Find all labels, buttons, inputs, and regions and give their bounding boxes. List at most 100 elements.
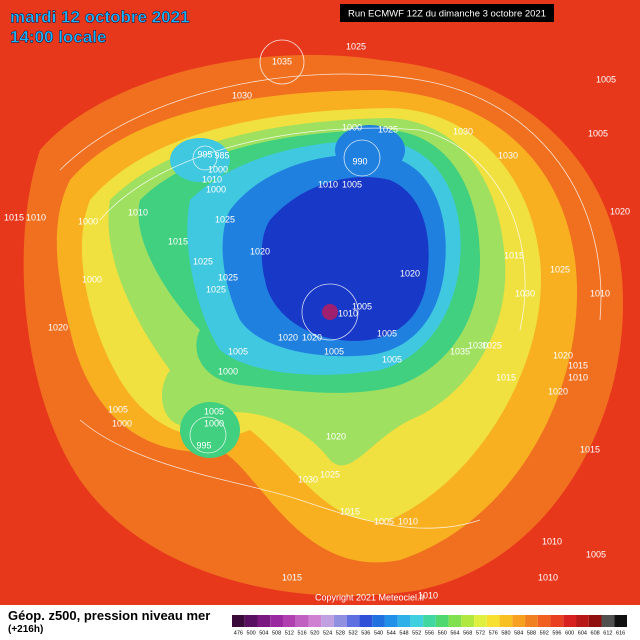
isobar-label: 1010: [418, 590, 438, 600]
isobar-label: 1030: [515, 288, 535, 298]
isobar-label: 1035: [450, 346, 470, 356]
isobar-label: 1000: [112, 418, 132, 428]
scale-label: 508: [272, 630, 281, 636]
isobar-label: 1025: [378, 124, 398, 134]
isobar-label: 1010: [590, 288, 610, 298]
scale-cell: [550, 615, 564, 627]
isobar-label: 995: [196, 440, 211, 450]
scale-label: 608: [591, 630, 600, 636]
zone-dark-blue: [261, 176, 429, 341]
scale-cell: [346, 615, 360, 627]
scale-label: 524: [323, 630, 332, 636]
scale-label: 476: [234, 630, 243, 636]
scale-label: 528: [336, 630, 345, 636]
isobar-label: 1010: [398, 516, 418, 526]
scale-label: 512: [285, 630, 294, 636]
low-blue: [335, 125, 405, 175]
scale-label: 504: [259, 630, 268, 636]
scale-label: 612: [603, 630, 612, 636]
isobar-label: 1020: [610, 206, 630, 216]
isobar-label: 1010: [202, 174, 222, 184]
scale-cell: [295, 615, 309, 627]
scale-label: 580: [501, 630, 510, 636]
isobar-label: 1005: [596, 74, 616, 84]
scale-cell: [244, 615, 258, 627]
scale-cell: [474, 615, 487, 627]
scale-label: 592: [540, 630, 549, 636]
scale-label: 544: [387, 630, 396, 636]
scale-label: 500: [247, 630, 256, 636]
isobar-label: 1005: [352, 301, 372, 311]
isobar-label: 1000: [82, 274, 102, 284]
isobar-label: 1020: [250, 246, 270, 256]
isobar-label: 1015: [504, 250, 524, 260]
isobar-label: 1010: [26, 212, 46, 222]
scale-cell: [397, 615, 411, 627]
isobar-label: 1030: [498, 150, 518, 160]
low-green: [180, 402, 240, 458]
scale-cell: [410, 615, 424, 627]
isobar-label: 1000: [342, 122, 362, 132]
isobar-label: 1005: [324, 346, 344, 356]
scale-cell: [308, 615, 322, 627]
scale-label: 604: [578, 630, 587, 636]
scale-cell: [423, 615, 436, 627]
isobar-label: 1015: [580, 444, 600, 454]
scale-cell: [537, 615, 551, 627]
scale-cell: [576, 615, 589, 627]
isobar-label: 1015: [4, 212, 24, 222]
low-cyan: [170, 138, 230, 182]
isobar-label: 1005: [228, 346, 248, 356]
date: mardi 12 octobre 2021: [10, 7, 190, 26]
scale-cell: [321, 615, 334, 627]
isobar-label: 1030: [453, 126, 473, 136]
isobar-label: 1020: [400, 268, 420, 278]
scale-cell: [588, 615, 602, 627]
isobar-label: 990: [352, 156, 367, 166]
scale-cell: [499, 615, 513, 627]
isobars: [59, 39, 602, 529]
scale-cell: [525, 615, 538, 627]
isobar-label: 1025: [193, 256, 213, 266]
scale-label: 616: [616, 630, 625, 636]
copyright: Copyright 2021 Meteociel.fr: [315, 592, 425, 602]
scale-label: 564: [450, 630, 459, 636]
scale-label: 568: [463, 630, 472, 636]
isobar-label: 1035: [272, 56, 292, 66]
scale-label: 576: [489, 630, 498, 636]
run-info: Run ECMWF 12Z du dimanche 3 octobre 2021: [348, 9, 546, 20]
isobar-label: 1020: [278, 332, 298, 342]
isobar-label: 1000: [204, 418, 224, 428]
isobar-label: 1025: [215, 214, 235, 224]
isobar-label: 1025: [206, 284, 226, 294]
isobar-label: 1000: [78, 216, 98, 226]
isobar-label: 1015: [340, 506, 360, 516]
scale-cell: [333, 615, 347, 627]
color-scale: 476 500 504 508 512 516 520 524 528 532 536 540 544 5…: [232, 615, 627, 636]
isobar-label: 1020: [326, 431, 346, 441]
scale-label: 600: [565, 630, 574, 636]
scale-cell: [435, 615, 449, 627]
scale-cell: [232, 615, 245, 627]
isobar-label: 995: [197, 149, 212, 159]
scale-cell: [601, 615, 615, 627]
scale-label: 584: [514, 630, 523, 636]
isobar-label: 1015: [568, 360, 588, 370]
scale-cell: [359, 615, 373, 627]
scale-label: 552: [412, 630, 421, 636]
isobar-label: 1030: [298, 474, 318, 484]
isobar-label: 1020: [48, 322, 68, 332]
scale-cell: [563, 615, 577, 627]
isobar-label: 1025: [218, 272, 238, 282]
scale-label: 520: [310, 630, 319, 636]
isobar-label: 1010: [128, 207, 148, 217]
run-box: [340, 4, 554, 22]
isobar-label: 1005: [342, 179, 362, 189]
isobar-label: 1010: [538, 572, 558, 582]
isobar-label: 1005: [374, 516, 394, 526]
scale-cell: [257, 615, 271, 627]
isobar-label: 1005: [377, 328, 397, 338]
isobar-label: 1005: [588, 128, 608, 138]
